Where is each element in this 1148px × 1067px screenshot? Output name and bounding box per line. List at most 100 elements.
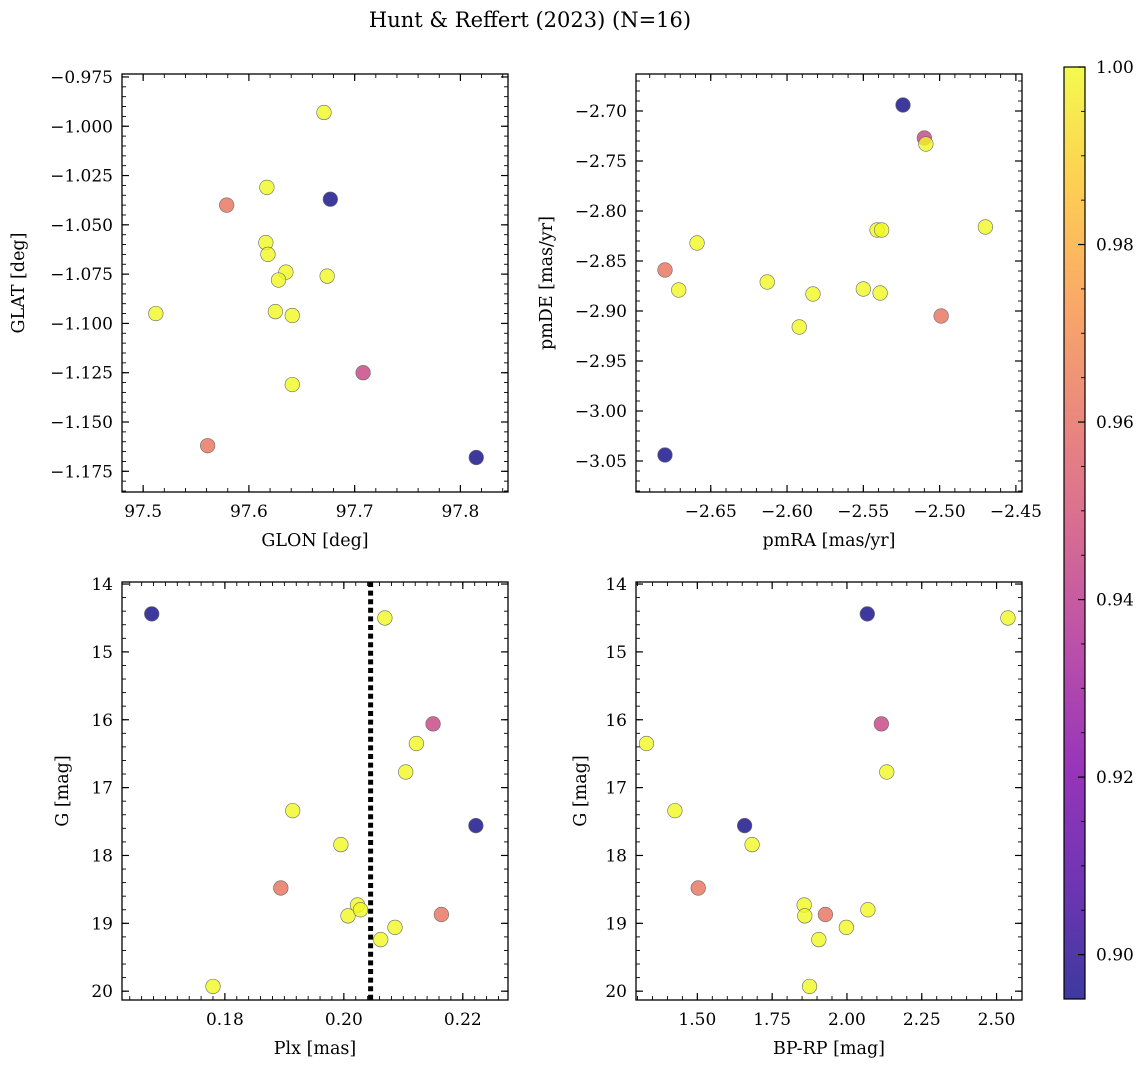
data-point	[667, 803, 683, 819]
data-point	[219, 197, 235, 213]
data-point	[811, 932, 827, 948]
plot-frame	[121, 581, 509, 1001]
colorbar-tick-label: 0.96	[1096, 413, 1134, 433]
x-tick-label: 2.25	[903, 1010, 941, 1030]
y-tick-label: −2.70	[575, 102, 627, 122]
colorbar-tick-label: 1.00	[1096, 58, 1134, 78]
data-point	[933, 308, 949, 324]
colorbar-gradient	[1064, 67, 1085, 999]
data-point	[144, 606, 160, 622]
data-point	[689, 235, 705, 251]
data-point	[657, 447, 673, 463]
data-point	[801, 978, 818, 995]
x-axis-label: Plx [mas]	[274, 1039, 356, 1059]
data-point	[373, 932, 389, 948]
x-axis-label: BP-RP [mag]	[773, 1039, 885, 1059]
y-tick-label: −0.975	[50, 68, 113, 88]
x-tick-label: 0.20	[325, 1010, 363, 1030]
data-point	[1000, 610, 1016, 626]
y-tick-label: 16	[91, 711, 113, 731]
y-tick-label: 17	[605, 779, 627, 799]
y-tick-label: 20	[605, 982, 627, 1002]
data-point	[425, 716, 441, 732]
x-tick-label: −2.55	[837, 502, 889, 522]
x-tick-label: 97.6	[230, 502, 268, 522]
data-point	[838, 919, 854, 935]
data-point	[355, 365, 371, 381]
data-point	[284, 307, 300, 324]
y-tick-label: −1.075	[50, 265, 113, 285]
data-point	[918, 136, 934, 152]
data-point	[879, 764, 895, 780]
data-point	[737, 818, 753, 834]
data-point	[316, 104, 332, 121]
panel-plx-g: 0.18 0.20 0.22 14 15 16 17 18 19 20 Plx [mas] G [ma…	[53, 575, 509, 1059]
y-tick-label: −1.000	[50, 117, 113, 137]
panel-glon-glat: 97.5 97.6 97.7 97.8 −0.975 −1.000 −1.025 −1.050…	[9, 68, 509, 551]
x-tick-label: −2.60	[761, 502, 813, 522]
y-tick-label: 19	[605, 914, 627, 934]
x-tick-label: −2.45	[990, 502, 1042, 522]
y-axis-label: G [mag]	[571, 755, 591, 826]
data-point	[671, 282, 687, 298]
colorbar-tick-label: 0.90	[1096, 946, 1134, 966]
y-tick-label: 17	[91, 779, 113, 799]
data-point	[759, 274, 775, 290]
x-tick-label: −2.65	[685, 502, 737, 522]
data-point	[333, 837, 349, 853]
data-point	[148, 305, 164, 322]
y-tick-label: −1.050	[50, 216, 113, 236]
colorbar-tick-label: 0.92	[1096, 768, 1134, 788]
x-axis-label: GLON [deg]	[261, 531, 368, 551]
colorbar: 0.90 0.92 0.94 0.96 0.98 1.00	[1063, 58, 1134, 1000]
plot-frame	[635, 581, 1023, 1001]
data-point	[205, 978, 221, 995]
data-point	[797, 908, 813, 924]
data-point	[398, 764, 414, 780]
y-tick-label: −2.95	[575, 352, 627, 372]
data-point	[322, 191, 338, 207]
data-point	[319, 268, 335, 284]
y-axis-label: G [mag]	[53, 755, 73, 826]
data-point	[855, 281, 871, 297]
panel-pmra-pmde: −2.65 −2.60 −2.55 −2.50 −2.45 −2.70 −2.75 −2.80…	[537, 73, 1042, 551]
x-tick-label: 97.5	[124, 502, 162, 522]
panel-bprp-g: 1.50 1.75 2.00 2.25 2.50 14 15 16 17 18 19 20 BP-RP …	[571, 575, 1023, 1059]
data-point	[284, 376, 300, 393]
x-tick-label: 0.18	[206, 1010, 244, 1030]
y-tick-label: −3.00	[575, 402, 627, 422]
data-point	[200, 438, 216, 454]
data-point	[859, 606, 875, 622]
y-tick-label: −1.175	[50, 462, 113, 482]
y-tick-label: 19	[91, 914, 113, 934]
y-tick-label: −2.90	[575, 302, 627, 322]
data-point	[744, 837, 760, 853]
y-tick-label: 18	[91, 846, 113, 866]
data-point	[977, 219, 993, 235]
plot-frame	[635, 73, 1023, 493]
y-tick-label: −1.100	[50, 314, 113, 334]
data-point	[805, 286, 821, 302]
colorbar-ticks: 0.90 0.92 0.94 0.96 0.98 1.00	[1078, 58, 1134, 1000]
figure-title: Hunt & Reffert (2023) (N=16)	[369, 8, 691, 32]
data-point	[872, 285, 888, 301]
data-point	[270, 272, 287, 288]
y-tick-label: 14	[605, 575, 627, 595]
y-tick-label: 18	[605, 846, 627, 866]
data-point	[873, 716, 889, 732]
y-tick-label: −1.125	[50, 364, 113, 384]
x-tick-label: 2.00	[828, 1010, 866, 1030]
data-point	[874, 222, 890, 238]
y-tick-label: 20	[91, 982, 113, 1002]
y-tick-label: 14	[91, 575, 113, 595]
data-point	[690, 880, 706, 896]
data-point	[273, 880, 289, 896]
x-tick-label: 1.50	[678, 1010, 716, 1030]
x-tick-label: 0.22	[444, 1010, 482, 1030]
y-tick-label: 15	[91, 643, 113, 663]
data-point	[817, 906, 834, 923]
data-point	[408, 735, 425, 752]
data-point	[340, 908, 356, 924]
data-point	[387, 919, 403, 935]
y-axis-label: GLAT [deg]	[9, 233, 29, 334]
